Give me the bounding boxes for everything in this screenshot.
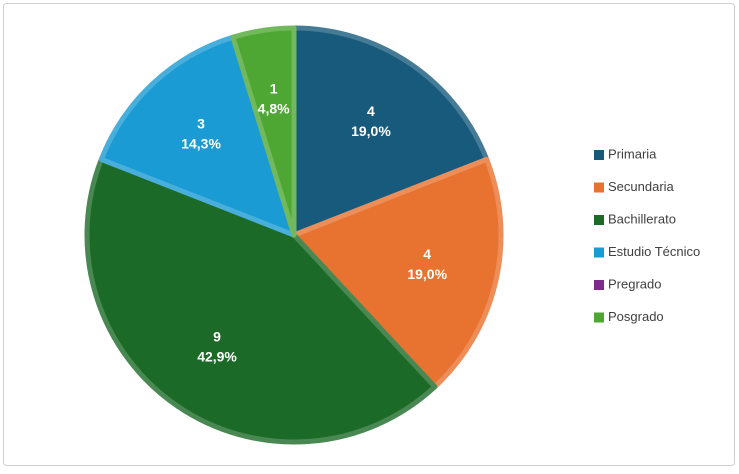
pie-slice [291, 25, 490, 238]
legend-label: Primaria [608, 146, 657, 161]
legend-swatch [594, 280, 604, 290]
slice-count-label: 9 [213, 329, 221, 345]
pie-slice [291, 156, 504, 390]
pie-slice [230, 25, 297, 238]
legend-swatch [594, 182, 604, 193]
legend-label: Pregrado [608, 276, 661, 291]
slice-percent-label: 19,0% [407, 266, 447, 282]
slice-percent-label: 42,9% [197, 349, 237, 365]
slice-percent-label: 14,3% [181, 136, 221, 152]
legend-label: Secundaria [608, 179, 675, 194]
legend-swatch [594, 247, 604, 258]
slice-count-label: 1 [270, 81, 278, 97]
slice-percent-label: 19,0% [351, 123, 391, 139]
slice-count-label: 4 [423, 246, 431, 262]
legend-swatch [594, 312, 604, 323]
legend-swatch [594, 215, 604, 225]
legend-swatch [594, 150, 604, 160]
slice-count-label: 4 [367, 103, 375, 119]
slice-percent-label: 4,8% [258, 101, 290, 117]
legend-label: Bachillerato [608, 211, 676, 226]
slice-count-label: 3 [197, 116, 205, 132]
legend-label: Posgrado [608, 309, 664, 324]
pie-slice [84, 156, 438, 445]
legend-label: Estudio Técnico [608, 244, 700, 259]
